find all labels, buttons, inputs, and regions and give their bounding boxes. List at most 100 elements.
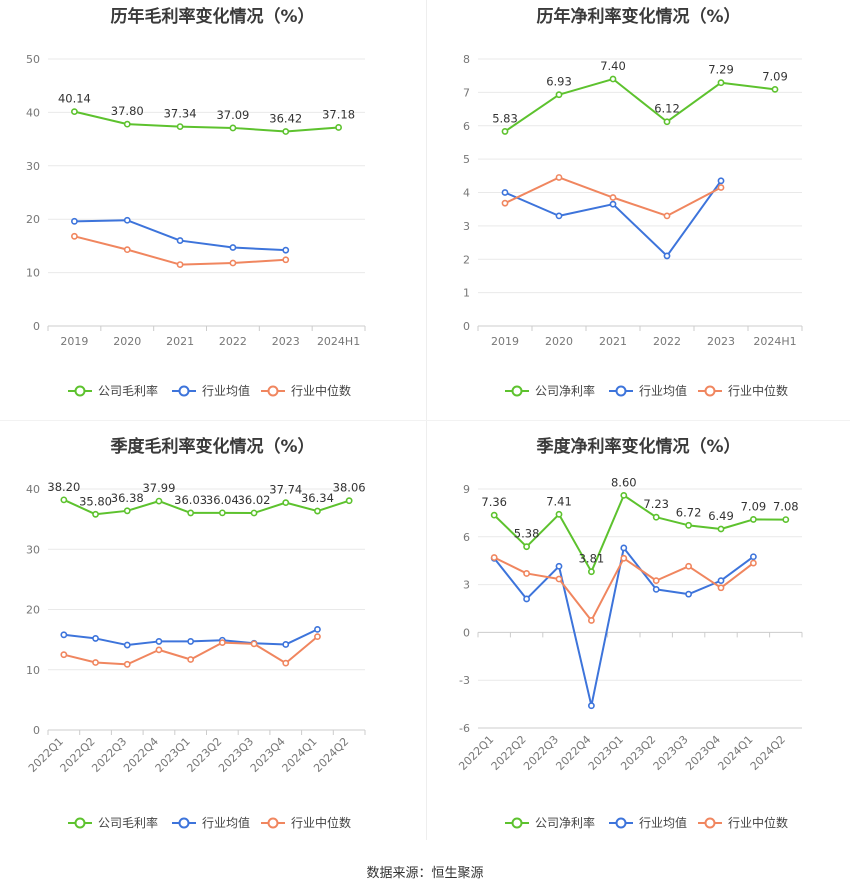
y-tick-label: 0: [33, 724, 40, 737]
data-point-avg: [749, 553, 757, 561]
data-point-avg: [314, 625, 321, 633]
data-point-company: [717, 525, 725, 533]
data-point-median: [717, 584, 725, 592]
data-point-avg: [587, 702, 595, 710]
data-point-company: [685, 521, 692, 529]
data-point-avg: [620, 544, 628, 552]
data-point-median: [218, 639, 226, 647]
data-point-company: [229, 124, 237, 132]
legend-marker: [178, 817, 190, 829]
annual-gross-margin-chart: 历年毛利率变化情况（%） 0 10 20 30 40 50 2019 2020 2021 2022…: [0, 0, 425, 420]
y-tick-label: 9: [463, 483, 470, 496]
data-point-company: [771, 85, 779, 93]
data-point-avg: [92, 635, 99, 642]
data-point-avg: [71, 217, 78, 225]
y-tick-label: 0: [463, 320, 470, 333]
data-point-company: [555, 91, 563, 99]
data-point-median: [60, 651, 68, 659]
data-label: 7.08: [773, 500, 799, 514]
data-point-company: [155, 497, 163, 505]
data-point-median: [555, 575, 563, 583]
data-point-median: [123, 246, 131, 254]
data-label: 7.09: [741, 499, 767, 513]
y-tick-label: 1: [463, 287, 470, 300]
data-point-median: [717, 184, 725, 191]
x-tick-label: 2021: [166, 335, 194, 348]
data-label: 36.02: [238, 493, 271, 507]
series-line-avg: [74, 219, 286, 252]
data-point-avg: [652, 585, 660, 593]
x-tick-label: 2024Q1: [715, 733, 755, 773]
x-tick-label: 2024Q2: [311, 735, 351, 775]
y-tick-label: -6: [459, 722, 470, 735]
legend-marker: [267, 817, 279, 829]
data-point-company: [663, 118, 671, 126]
legend-item-avg: 行业均值: [172, 815, 250, 830]
x-tick-label: 2022Q1: [456, 733, 496, 773]
data-point-company: [282, 499, 290, 507]
legend-marker: [511, 385, 523, 397]
data-label: 37.80: [111, 104, 144, 118]
data-point-median: [501, 199, 509, 207]
data-point-company: [717, 79, 725, 87]
chart-canvas: -6-303692022Q12022Q22022Q32022Q42023Q120…: [456, 475, 803, 830]
x-tick-label: 2024Q2: [748, 733, 788, 773]
legend-label: 公司毛利率: [98, 383, 158, 398]
y-tick-label: 3: [463, 220, 470, 233]
x-tick-label: 2021: [599, 335, 627, 348]
data-point-avg: [123, 216, 131, 224]
data-label: 35.80: [79, 494, 112, 508]
legend-item-avg: 行业均值: [609, 815, 687, 830]
x-tick-label: 2023Q3: [651, 733, 691, 773]
data-point-company: [60, 496, 68, 504]
data-point-company: [652, 513, 660, 521]
data-point-median: [229, 259, 237, 267]
data-point-company: [523, 543, 530, 551]
data-label: 6.49: [708, 509, 734, 523]
data-point-avg: [717, 577, 725, 585]
data-point-avg: [60, 631, 68, 639]
y-tick-label: 50: [26, 53, 40, 66]
legend-marker: [74, 817, 86, 829]
data-label: 8.60: [611, 475, 637, 489]
annual-net-margin-chart: 历年净利率变化情况（%） 0 1 2 3 4 5 6 7 8 2019 2020 2021 2022 20…: [427, 0, 850, 420]
data-point-company: [187, 509, 195, 517]
data-point-company: [555, 510, 563, 518]
data-point-company: [335, 124, 342, 131]
y-tick-label: 40: [26, 483, 40, 496]
data-label: 7.23: [643, 497, 669, 511]
panel-divider-horizontal: [0, 420, 850, 421]
series-line-company: [493, 494, 786, 573]
y-tick-label: 40: [26, 106, 40, 119]
data-point-median: [555, 174, 563, 181]
legend-item-avg: 行业均值: [609, 383, 687, 398]
quarterly-gross-margin-chart: 季度毛利率变化情况（%） 0 10 20 30 40 2022Q1 2022Q2 2022Q3…: [0, 430, 425, 850]
data-point-median: [685, 562, 692, 570]
legend-label: 公司毛利率: [98, 815, 158, 830]
data-point-avg: [555, 212, 563, 220]
data-label: 6.72: [676, 505, 702, 519]
data-point-median: [187, 656, 195, 663]
data-label: 6.93: [546, 75, 572, 89]
legend-marker: [615, 385, 627, 397]
legend-label: 行业中位数: [291, 383, 351, 398]
legend-item-company: 公司净利率: [505, 815, 595, 830]
data-point-company: [782, 516, 790, 523]
y-tick-label: 0: [33, 320, 40, 333]
y-tick-label: 2: [463, 253, 470, 266]
legend-label: 行业均值: [202, 815, 250, 830]
y-tick-label: 3: [463, 579, 470, 592]
data-point-avg: [523, 595, 530, 603]
legend-label: 行业均值: [202, 383, 250, 398]
legend-label: 公司净利率: [535, 383, 595, 398]
data-label: 36.03: [174, 493, 207, 507]
data-point-median: [92, 659, 99, 666]
data-point-avg: [282, 641, 290, 648]
chart-canvas: 0 10 20 30 40 50 2019 2020 2021 2022 2023 2024H1 40.…: [26, 53, 366, 398]
data-point-avg: [555, 562, 563, 570]
data-point-company: [123, 507, 131, 515]
x-tick-label: 2023: [272, 335, 300, 348]
x-tick-label: 2022Q3: [521, 733, 561, 773]
data-label: 7.36: [481, 495, 507, 509]
data-point-company: [218, 509, 226, 517]
